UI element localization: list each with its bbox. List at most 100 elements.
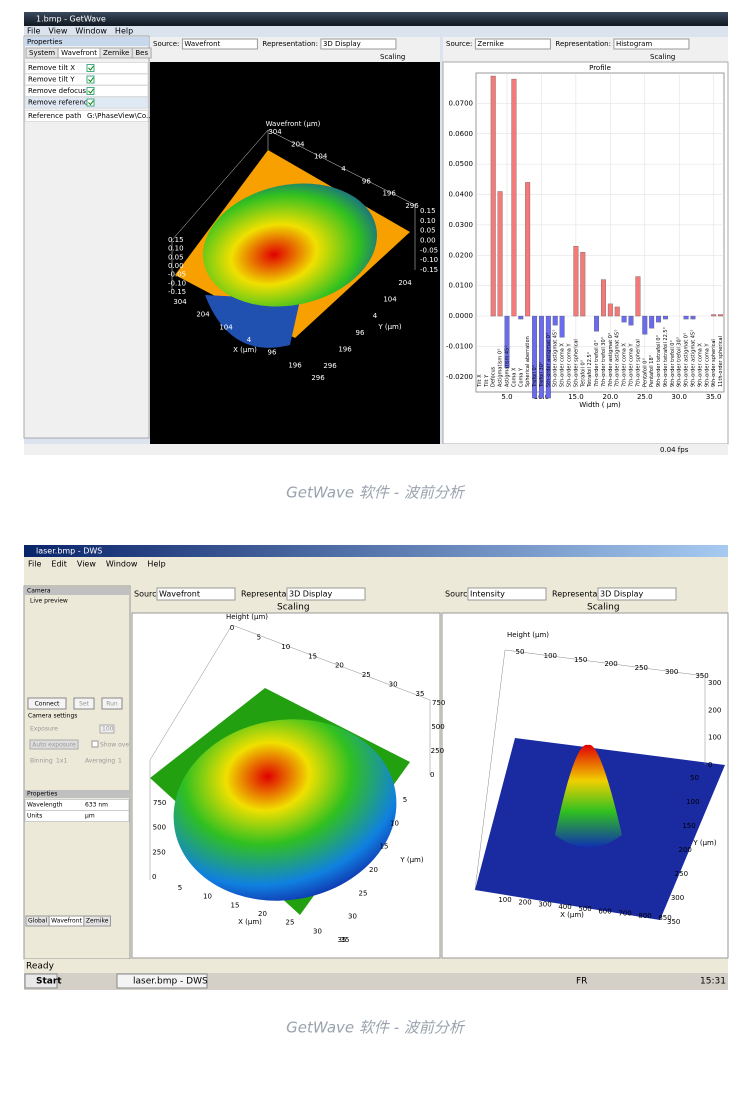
axis-title: Y (µm) (399, 856, 424, 864)
dropdown-value: Histogram (616, 40, 652, 48)
button[interactable] (101, 697, 123, 710)
tick-label: 250 (675, 870, 688, 878)
tick-label: 204 (196, 311, 210, 319)
tick-label: 30 (389, 681, 398, 689)
bar (683, 315, 689, 320)
bar (628, 315, 634, 326)
bar (607, 303, 613, 317)
dropdown[interactable] (467, 587, 547, 601)
tick-label: 150 (574, 656, 587, 664)
source-label: Sourc (445, 590, 468, 599)
tick-label: 196 (382, 190, 396, 198)
tick-label: 50 (516, 648, 525, 656)
axis-title: Wavefront (µm) (266, 120, 321, 128)
checkbox[interactable] (91, 740, 99, 748)
bar (545, 315, 551, 399)
property-label: Remove tilt X (28, 64, 75, 72)
tick-label: 0.00 (168, 262, 184, 270)
property-value: G:\PhaseView\Co... (87, 112, 153, 120)
button[interactable] (27, 697, 67, 710)
dropdown[interactable] (613, 38, 690, 50)
tick-label: 0.15 (420, 207, 436, 215)
dropdown[interactable] (320, 38, 397, 50)
tick-label: 0.15 (168, 236, 184, 244)
category-label: 7th-order trefoil 0° (594, 340, 600, 387)
language: FR (576, 977, 587, 987)
tick-label: 25 (362, 671, 371, 679)
bar (518, 315, 524, 320)
category-label: Tilt Y (484, 374, 490, 388)
bar (490, 75, 496, 317)
tick-label: 800 (638, 912, 651, 920)
bar (497, 191, 503, 317)
label: Averaging (85, 758, 115, 765)
input[interactable] (99, 724, 115, 734)
tab[interactable] (83, 915, 111, 927)
bar (690, 315, 696, 320)
axis-title: Y (µm) (692, 839, 717, 847)
button-label: Run (106, 701, 118, 708)
dropdown[interactable] (597, 587, 677, 601)
tick-label: 25 (359, 889, 368, 897)
menu-item[interactable]: View (77, 560, 96, 569)
tick-label: 4 (247, 336, 252, 344)
label: Camera settings (28, 713, 77, 720)
checkbox[interactable] (86, 75, 95, 84)
tick-label: -0.05 (168, 271, 186, 279)
dropdown-value: Wavefront (159, 590, 200, 599)
tick-label: 0 (708, 761, 712, 769)
wireframe (149, 624, 706, 891)
tick-label: 104 (314, 153, 328, 161)
bar (600, 279, 606, 317)
menu-item[interactable]: Window (106, 560, 138, 569)
dropdown[interactable] (474, 38, 551, 50)
dropdown[interactable] (286, 587, 366, 601)
button-label: Connect (35, 701, 60, 708)
tick-label: 96 (362, 177, 371, 185)
menu-item[interactable]: Help (147, 560, 165, 569)
menu-item[interactable]: File (27, 27, 40, 36)
task-label: laser.bmp - DWS (133, 977, 208, 987)
plot-area (442, 61, 729, 445)
tab-label: Wavefront (61, 49, 97, 57)
checkbox[interactable] (86, 64, 95, 72)
representation-label: Representation: (262, 40, 318, 48)
property-label: Reference path (28, 112, 81, 120)
x-tick-label: 20.0 (603, 393, 619, 401)
bar (525, 182, 531, 317)
tab[interactable] (131, 47, 152, 59)
tick-label: 200 (679, 846, 692, 854)
tick-label: 15 (231, 901, 240, 909)
tick-label: 600 (598, 907, 611, 915)
tick-label: 400 (558, 903, 571, 911)
tick-label: -0.05 (420, 246, 438, 254)
dropdown[interactable] (156, 587, 236, 601)
y-tick-label: 0.0000 (449, 312, 474, 320)
checkbox[interactable] (86, 87, 95, 95)
tick-label: 300 (538, 901, 551, 909)
dropdown[interactable] (181, 38, 258, 50)
tick-label: 104 (219, 323, 233, 331)
status-bar (24, 959, 728, 972)
bar (635, 276, 641, 317)
button[interactable] (29, 739, 79, 750)
button[interactable] (73, 697, 95, 710)
property-value: 633 nm (85, 802, 108, 809)
label: Exposure (30, 726, 58, 733)
tick-label: 20 (335, 662, 344, 670)
menu-item[interactable]: File (28, 560, 41, 569)
task-button[interactable] (116, 973, 208, 989)
title-bar (24, 545, 728, 557)
tick-label: 204 (291, 140, 305, 148)
menu-item[interactable]: Help (115, 27, 133, 36)
property-label: Units (27, 813, 42, 820)
menu-item[interactable]: Edit (51, 560, 67, 569)
start-button[interactable] (24, 973, 58, 989)
property-row (24, 810, 130, 822)
surface-peak (555, 744, 622, 848)
caption: GetWave 软件 - 波前分析 (286, 1019, 466, 1037)
checkbox[interactable] (86, 98, 95, 107)
menu-item[interactable]: Window (75, 27, 107, 36)
menu-item[interactable]: View (48, 27, 67, 36)
tick-label: 200 (604, 660, 617, 668)
